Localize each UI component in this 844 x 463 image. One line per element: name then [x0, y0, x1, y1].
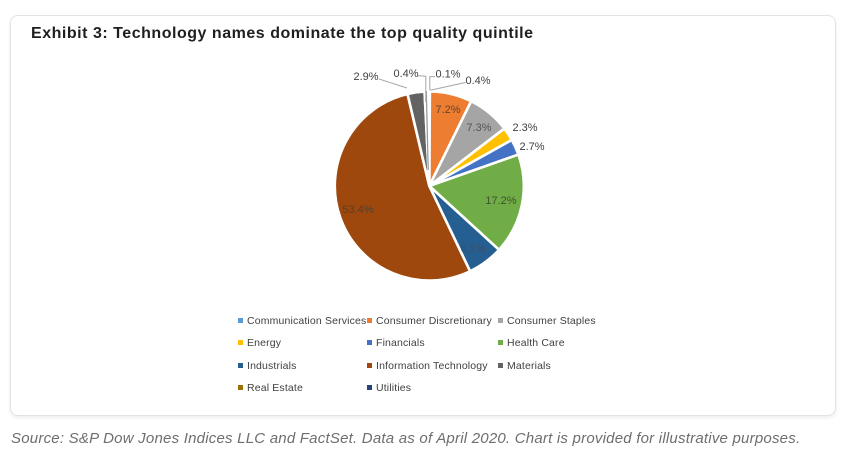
svg-text:7.3%: 7.3%: [466, 122, 491, 134]
svg-text:0.1%: 0.1%: [435, 69, 460, 81]
svg-text:6.1%: 6.1%: [460, 243, 485, 255]
svg-text:7.2%: 7.2%: [435, 104, 460, 116]
svg-text:0.4%: 0.4%: [393, 68, 418, 80]
svg-text:17.2%: 17.2%: [485, 195, 516, 207]
svg-text:0.4%: 0.4%: [465, 75, 490, 87]
svg-text:2.7%: 2.7%: [519, 141, 544, 153]
svg-text:53.4%: 53.4%: [342, 204, 373, 216]
svg-text:2.9%: 2.9%: [353, 71, 378, 83]
svg-text:2.3%: 2.3%: [512, 122, 537, 134]
